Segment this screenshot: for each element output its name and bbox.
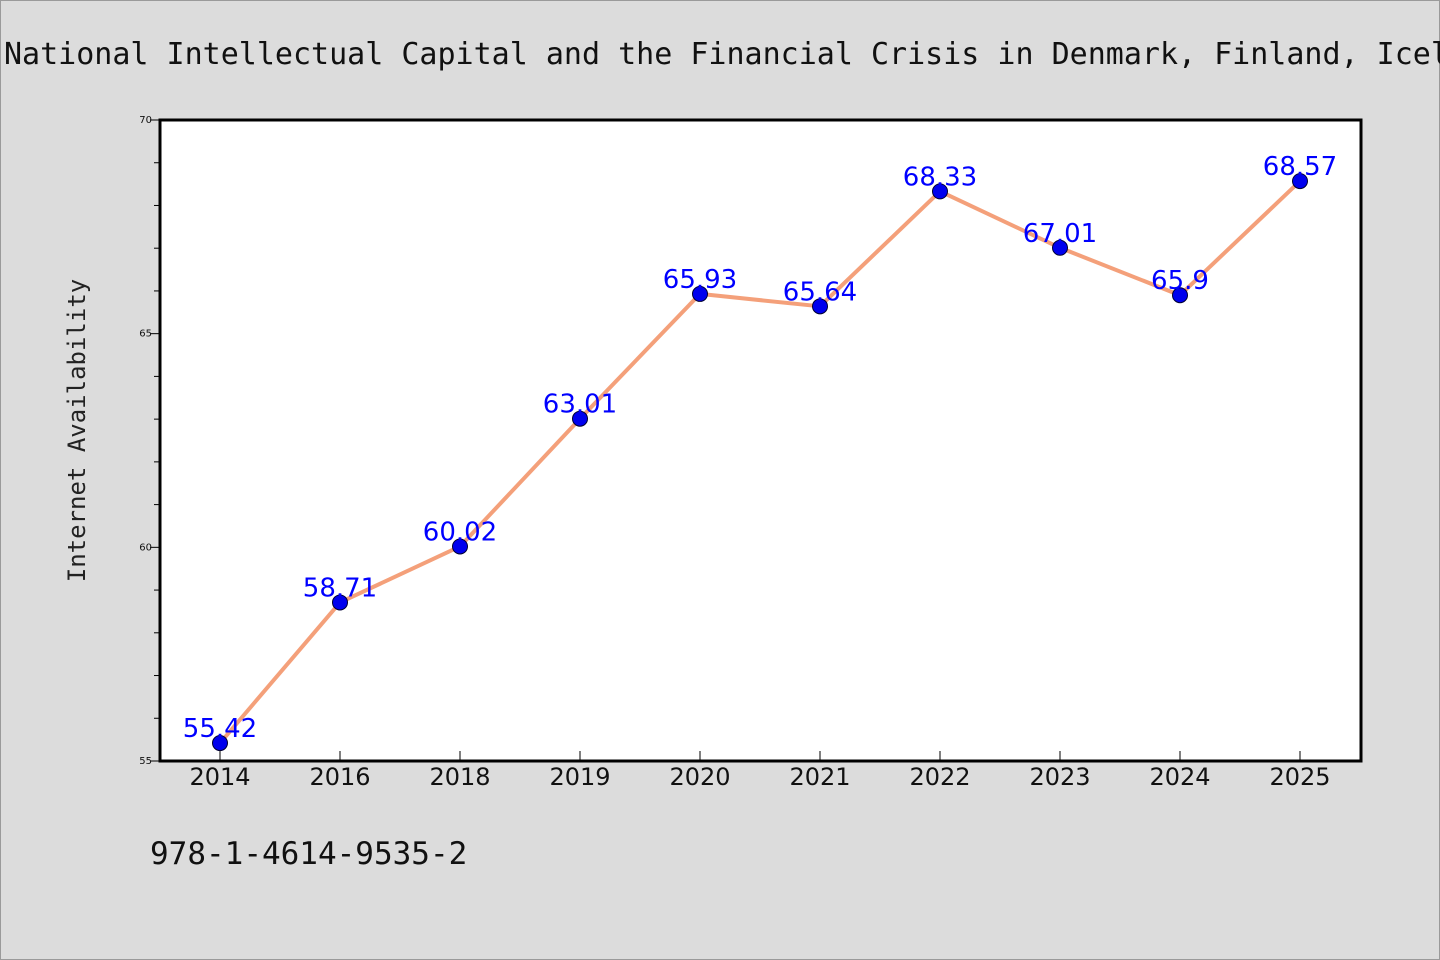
y-tick-label: 55 (139, 756, 152, 767)
footer-isbn: 978-1-4614-9535-2 (150, 836, 467, 872)
data-points (212, 173, 1308, 752)
data-point (812, 298, 828, 315)
x-tick-label: 2021 (789, 763, 850, 791)
x-tick-label: 2019 (549, 763, 610, 791)
data-label: 67.01 (1023, 219, 1097, 249)
data-point (452, 538, 468, 555)
data-label: 55.42 (183, 714, 257, 744)
data-point (692, 285, 708, 302)
data-label: 68.57 (1263, 152, 1337, 182)
x-tick-label: 2020 (669, 763, 730, 791)
plot-frame (158, 118, 1363, 763)
data-point (1292, 173, 1308, 190)
x-tick-label: 2018 (429, 763, 490, 791)
plot-area (160, 120, 1361, 761)
y-tick-label: 70 (139, 115, 152, 126)
y-tick-label: 60 (139, 542, 152, 553)
data-label: 60.02 (423, 517, 497, 547)
data-point (572, 410, 588, 427)
data-point (212, 735, 228, 752)
data-label: 65.64 (783, 277, 857, 307)
data-label: 63.01 (543, 390, 617, 420)
data-point (332, 594, 348, 611)
series-line (218, 179, 1302, 746)
y-tick-label: 65 (139, 329, 152, 340)
data-point (932, 183, 948, 200)
data-label: 65.93 (663, 265, 737, 295)
x-tick-label: 2022 (909, 763, 970, 791)
data-label: 68.33 (903, 162, 977, 192)
data-label: 65.9 (1151, 266, 1209, 296)
x-tick-label: 2014 (189, 763, 250, 791)
x-axis-ticks: 2014 2016 2018 2019 2020 2021 2022 2023 2024 2025 (189, 751, 1331, 791)
data-point (1172, 287, 1188, 304)
y-axis-label: Internet Availability (63, 279, 91, 582)
data-label: 58.71 (303, 573, 377, 603)
x-tick-label: 2024 (1149, 763, 1210, 791)
x-tick-label: 2023 (1029, 763, 1090, 791)
x-tick-label: 2025 (1269, 763, 1330, 791)
data-point (1052, 239, 1068, 256)
data-labels: 55.42 58.71 60.02 63.01 65.93 65.64 68.33 67.01… (183, 152, 1337, 744)
x-tick-label: 2016 (309, 763, 370, 791)
chart-title: National Intellectual Capital and the Fi… (4, 37, 1440, 72)
